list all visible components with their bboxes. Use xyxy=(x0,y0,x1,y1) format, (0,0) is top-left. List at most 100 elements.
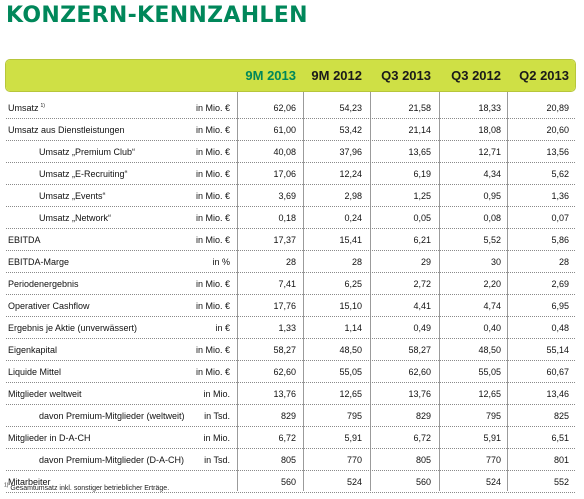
table-cell: 12,65 xyxy=(478,389,501,399)
table-row: Umsatz aus Dienstleistungen in Mio. € 61,0… xyxy=(6,119,575,141)
table-row: Mitarbeiter 560 524 560 524 552 xyxy=(6,471,575,493)
table-cell: 15,10 xyxy=(339,301,362,311)
row-label: Umsatz „Premium Club“ xyxy=(39,141,135,163)
table-cell: 12,65 xyxy=(339,389,362,399)
table-cell: 2,72 xyxy=(413,279,431,289)
row-label-text: Umsatz „Events“ xyxy=(39,191,106,201)
table-cell: 55,14 xyxy=(546,345,569,355)
column-separator xyxy=(303,92,304,491)
table-cell: 58,27 xyxy=(273,345,296,355)
table-cell: 770 xyxy=(346,455,362,465)
footnote: 1) Gesamtumsatz inkl. sonstiger betriebl… xyxy=(4,482,170,492)
row-unit: in Mio. € xyxy=(195,169,230,179)
table-cell: 17,76 xyxy=(273,301,296,311)
row-divider xyxy=(6,470,575,471)
table-cell: 6,19 xyxy=(413,169,431,179)
table-row: davon Premium-Mitglieder (weltweit) in Ts… xyxy=(6,405,575,427)
row-label-text: Ergebnis je Aktie (unverwässert) xyxy=(8,323,138,333)
table-cell: 53,42 xyxy=(339,125,362,135)
table-row: Mitglieder in D-A-CH in Mio. 6,72 5,91 6,72 5… xyxy=(6,427,575,449)
table-cell: 5,91 xyxy=(344,433,362,443)
table-cell: 1,25 xyxy=(413,191,431,201)
table-row: Umsatz „Events“ in Mio. € 3,69 2,98 1,25 0,95… xyxy=(6,185,575,207)
column-separator xyxy=(507,92,508,491)
table-row: davon Premium-Mitglieder (D-A-CH) in Tsd.… xyxy=(6,449,575,471)
row-unit: in Mio. € xyxy=(195,279,230,289)
table-cell: 20,89 xyxy=(546,103,569,113)
row-divider xyxy=(6,118,575,119)
table-cell: 2,69 xyxy=(551,279,569,289)
column-header: Q3 2013 xyxy=(381,68,431,83)
table-cell: 12,71 xyxy=(478,147,501,157)
row-unit: in Mio. € xyxy=(195,125,230,135)
row-label: EBITDA-Marge xyxy=(8,251,69,273)
row-label: Eigenkapital xyxy=(8,339,57,361)
column-header: Q2 2013 xyxy=(519,68,569,83)
table-cell: 795 xyxy=(346,411,362,421)
table-cell: 560 xyxy=(280,477,296,487)
table-row: Umsatz 1) in Mio. € 62,06 54,23 21,58 18,33 20,… xyxy=(6,97,575,119)
row-label-text: Umsatz „Premium Club“ xyxy=(39,147,136,157)
table-cell: 0,49 xyxy=(413,323,431,333)
column-separator xyxy=(370,92,371,491)
column-separator xyxy=(237,92,238,491)
table-row: Umsatz „Network“ in Mio. € 0,18 0,24 0,05 0,0… xyxy=(6,207,575,229)
table-row: Ergebnis je Aktie (unverwässert) in € 1,33… xyxy=(6,317,575,339)
table-cell: 6,72 xyxy=(278,433,296,443)
header-band xyxy=(6,60,575,91)
row-label: Umsatz „Events“ xyxy=(39,185,106,207)
row-divider xyxy=(6,250,575,251)
row-label: Operativer Cashflow xyxy=(8,295,90,317)
row-label-text: Umsatz „Network“ xyxy=(39,213,112,223)
table-cell: 829 xyxy=(280,411,296,421)
row-label: EBITDA xyxy=(8,229,41,251)
table-cell: 60,67 xyxy=(546,367,569,377)
table-cell: 28 xyxy=(285,257,296,267)
footnote-marker: 1) xyxy=(4,482,9,489)
table-cell: 13,56 xyxy=(546,147,569,157)
row-label: Mitglieder in D-A-CH xyxy=(8,427,91,449)
table-cell: 1,14 xyxy=(344,323,362,333)
table-cell: 0,24 xyxy=(344,213,362,223)
table-cell: 5,62 xyxy=(551,169,569,179)
table-cell: 801 xyxy=(553,455,569,465)
row-divider xyxy=(6,360,575,361)
row-unit: in Mio. € xyxy=(195,301,230,311)
table-cell: 829 xyxy=(415,411,431,421)
table-cell: 770 xyxy=(485,455,501,465)
table-cell: 28 xyxy=(351,257,362,267)
row-divider xyxy=(6,338,575,339)
table-cell: 62,06 xyxy=(273,103,296,113)
table-cell: 6,21 xyxy=(413,235,431,245)
table-cell: 13,65 xyxy=(408,147,431,157)
table-cell: 55,05 xyxy=(478,367,501,377)
row-divider xyxy=(6,162,575,163)
table-cell: 58,27 xyxy=(408,345,431,355)
table-cell: 55,05 xyxy=(339,367,362,377)
table-row: Mitglieder weltweit in Mio. 13,76 12,65 13,7… xyxy=(6,383,575,405)
table-cell: 524 xyxy=(485,477,501,487)
table-cell: 13,46 xyxy=(546,389,569,399)
table-cell: 17,06 xyxy=(273,169,296,179)
table-cell: 1,36 xyxy=(551,191,569,201)
table-cell: 21,14 xyxy=(408,125,431,135)
footnote-text: Gesamtumsatz inkl. sonstiger betrieblich… xyxy=(10,485,170,492)
row-unit: in € xyxy=(215,323,230,333)
row-label-text: davon Premium-Mitglieder (D-A-CH) xyxy=(39,455,185,465)
table-cell: 3,69 xyxy=(278,191,296,201)
page-title: KONZERN-KENNZAHLEN xyxy=(6,3,308,28)
row-label-text: Operativer Cashflow xyxy=(8,301,90,311)
table-cell: 48,50 xyxy=(478,345,501,355)
table-cell: 0,18 xyxy=(278,213,296,223)
table-cell: 795 xyxy=(485,411,501,421)
row-label-text: Eigenkapital xyxy=(8,345,58,355)
table-cell: 825 xyxy=(553,411,569,421)
row-divider xyxy=(6,448,575,449)
table-cell: 6,95 xyxy=(551,301,569,311)
row-label: Mitglieder weltweit xyxy=(8,383,82,405)
table-cell: 805 xyxy=(280,455,296,465)
row-label: Mitarbeiter xyxy=(8,471,51,493)
table-cell: 5,91 xyxy=(483,433,501,443)
row-label: Periodenergebnis xyxy=(8,273,79,295)
table-cell: 18,08 xyxy=(478,125,501,135)
